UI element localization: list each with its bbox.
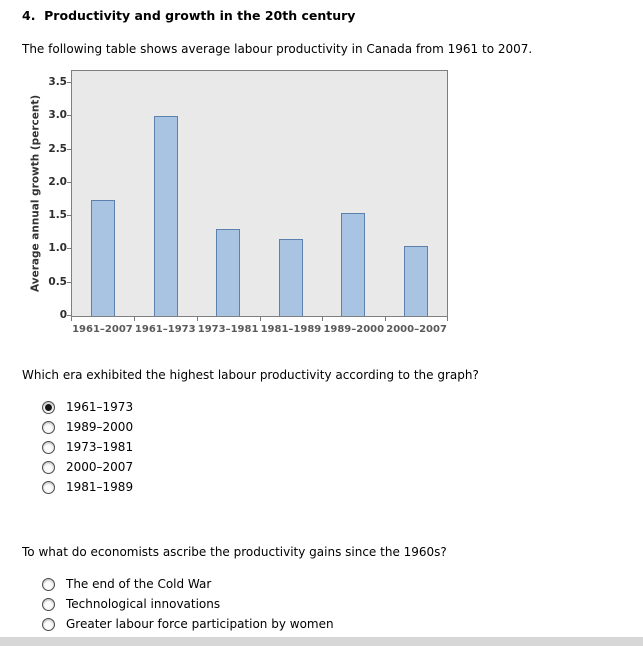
radio-unselected-icon[interactable]: [42, 597, 55, 611]
radio-option-label: 1961–1973: [66, 400, 134, 414]
radio-option-label: The end of the Cold War: [66, 577, 212, 591]
chart-bar: [341, 212, 366, 316]
bottom-edge-strip: [0, 637, 643, 646]
question-1-text: Which era exhibited the highest labour p…: [22, 368, 479, 382]
radio-option-label: 1973–1981: [66, 440, 134, 454]
radio-option-row[interactable]: 1981–1989: [42, 477, 623, 497]
y-tick-label: 1.5: [48, 209, 67, 222]
y-tick-label: 1.0: [48, 242, 67, 255]
y-tick-mark: [67, 82, 71, 83]
radio-unselected-icon[interactable]: [42, 420, 55, 434]
chart-bar: [403, 246, 428, 316]
radio-option-row[interactable]: 2000–2007: [42, 457, 623, 477]
y-tick-mark: [67, 181, 71, 183]
x-tick-mark: [385, 317, 387, 321]
x-tick-mark: [196, 317, 198, 321]
section-title: 4. Productivity and growth in the 20th c…: [22, 8, 356, 23]
y-tick-label: 2.5: [48, 142, 67, 155]
x-tick-mark: [259, 317, 261, 321]
radio-option-row[interactable]: 1973–1981: [42, 437, 623, 457]
y-tick-label: 3.5: [48, 76, 67, 88]
radio-unselected-icon[interactable]: [42, 577, 55, 591]
y-tick-mark: [67, 248, 71, 250]
y-tick-mark: [67, 281, 71, 283]
question-2-options: The end of the Cold War Technological inn…: [42, 574, 623, 634]
x-tick-label: 1973–1981: [197, 324, 259, 335]
radio-option-row[interactable]: Greater labour force participation by wo…: [42, 614, 623, 634]
x-tick-label: 1989–2000: [323, 324, 385, 335]
radio-option-label: 1981–1989: [66, 480, 134, 494]
radio-selected-icon[interactable]: [42, 400, 55, 414]
intro-text: The following table shows average labour…: [22, 42, 533, 56]
radio-option-row[interactable]: The end of the Cold War: [42, 574, 623, 594]
x-tick-mark: [322, 317, 324, 321]
x-tick-mark: [133, 317, 135, 321]
chart-bar: [91, 199, 116, 316]
x-tick-label: 1961–2007: [72, 324, 133, 335]
x-tick-label: 2000–2007: [386, 324, 447, 335]
question-2-text: To what do economists ascribe the produc…: [22, 545, 447, 559]
x-tick-mark: [447, 317, 448, 321]
y-tick-mark: [67, 115, 71, 117]
x-tick-label: 1961–1973: [134, 324, 196, 335]
radio-option-label: 2000–2007: [66, 460, 134, 474]
radio-unselected-icon[interactable]: [42, 617, 55, 631]
radio-unselected-icon[interactable]: [42, 440, 55, 454]
y-tick-mark: [67, 315, 71, 316]
y-tick-mark: [67, 148, 71, 150]
radio-option-label: 1989–2000: [66, 420, 134, 434]
chart-bar: [216, 229, 241, 316]
radio-option-label: Greater labour force participation by wo…: [66, 617, 334, 631]
y-tick-label: 0.5: [48, 275, 67, 288]
radio-option-row[interactable]: Technological innovations: [42, 594, 623, 614]
chart-plot-area: [71, 70, 448, 317]
question-1-options: 1961–1973 1989–2000 1973–1981 2000–2007 1981…: [42, 397, 623, 497]
radio-option-row[interactable]: 1961–1973: [42, 397, 623, 417]
y-tick-label: 2.0: [48, 175, 67, 188]
radio-option-row[interactable]: 1989–2000: [42, 417, 623, 437]
y-tick-label: 3.0: [48, 109, 67, 122]
x-tick-label: 1981–1989: [260, 324, 322, 335]
radio-unselected-icon[interactable]: [42, 480, 55, 494]
x-tick-mark: [71, 317, 72, 321]
radio-unselected-icon[interactable]: [42, 460, 55, 474]
chart-bar: [278, 239, 303, 316]
radio-option-label: Technological innovations: [66, 597, 221, 611]
y-tick-label: 0: [59, 309, 67, 321]
bar-chart: Average annual growth (percent) 0 0.5 1.0 1…: [28, 70, 452, 342]
y-tick-mark: [67, 215, 71, 217]
chart-bar: [153, 116, 178, 316]
